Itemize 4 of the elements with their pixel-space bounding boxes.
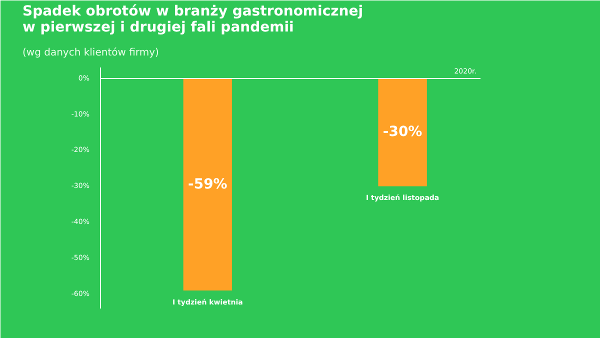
data-label: -30% bbox=[382, 124, 422, 140]
data-label: -59% bbox=[188, 176, 228, 192]
chart-title: Spadek obrotów w branży gastronomicznej w pierwszej i drugiej fali pandemii bbox=[22, 4, 364, 36]
chart-subtitle: (wg danych klientów firmy) bbox=[22, 48, 159, 58]
